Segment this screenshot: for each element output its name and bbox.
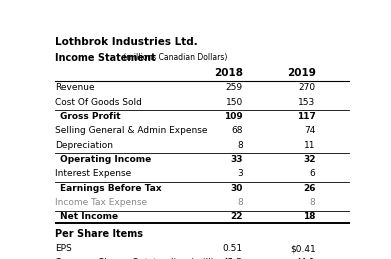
Text: 44.1: 44.1 [296,258,316,259]
Text: 2018: 2018 [214,68,243,78]
Text: Interest Expense: Interest Expense [55,169,131,178]
Text: 270: 270 [298,83,316,92]
Text: 0.51: 0.51 [223,244,243,253]
Text: 2019: 2019 [287,68,316,78]
Text: Earnings Before Tax: Earnings Before Tax [60,184,162,193]
Text: 3: 3 [237,169,243,178]
Text: Gross Profit: Gross Profit [60,112,121,121]
Text: 68: 68 [231,126,243,135]
Text: 259: 259 [226,83,243,92]
Text: 117: 117 [297,112,316,121]
Text: Income Tax Expense: Income Tax Expense [55,198,147,207]
Text: (millions Canadian Dollars): (millions Canadian Dollars) [121,53,228,62]
Text: Income Statement: Income Statement [55,53,156,63]
Text: 8: 8 [237,198,243,207]
Text: Revenue: Revenue [55,83,95,92]
Text: Depreciation: Depreciation [55,141,113,150]
Text: Cost Of Goods Sold: Cost Of Goods Sold [55,98,142,106]
Text: 18: 18 [303,212,316,221]
Text: 8: 8 [310,198,316,207]
Text: 109: 109 [224,112,243,121]
Text: 150: 150 [226,98,243,106]
Text: $0.41: $0.41 [290,244,316,253]
Text: 30: 30 [230,184,243,193]
Text: 8: 8 [237,141,243,150]
Text: EPS: EPS [55,244,72,253]
Text: Net Income: Net Income [60,212,118,221]
Text: 33: 33 [230,155,243,164]
Text: Operating Income: Operating Income [60,155,152,164]
Text: 11: 11 [304,141,316,150]
Text: 153: 153 [298,98,316,106]
Text: Selling General & Admin Expense: Selling General & Admin Expense [55,126,208,135]
Text: 6: 6 [310,169,316,178]
Text: 22: 22 [230,212,243,221]
Text: Lothbrok Industries Ltd.: Lothbrok Industries Ltd. [55,37,198,47]
Text: Common Shares Outstanding (millions): Common Shares Outstanding (millions) [55,258,233,259]
Text: Per Share Items: Per Share Items [55,229,143,239]
Text: 32: 32 [303,155,316,164]
Text: 26: 26 [303,184,316,193]
Text: 43.5: 43.5 [223,258,243,259]
Text: 74: 74 [304,126,316,135]
